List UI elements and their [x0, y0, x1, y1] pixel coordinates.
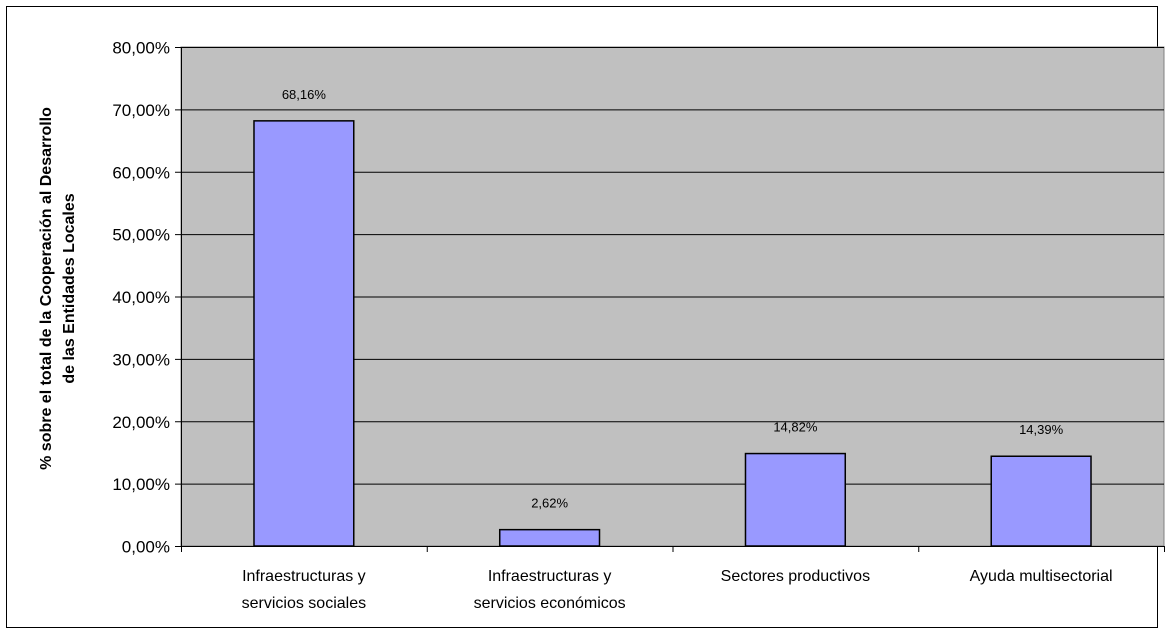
- data-label: 68,16%: [282, 87, 327, 102]
- y-tick-label: 20,00%: [112, 413, 170, 432]
- x-category-label: Ayuda multisectorial: [970, 568, 1113, 585]
- x-category-label: servicios económicos: [474, 595, 626, 612]
- y-tick-label: 70,00%: [112, 101, 170, 120]
- bar: [745, 454, 845, 546]
- bar: [254, 121, 354, 546]
- x-category-label: Infraestructuras y: [242, 568, 366, 585]
- bar: [991, 456, 1091, 546]
- y-tick-label: 30,00%: [112, 350, 170, 369]
- x-category-label: servicios sociales: [242, 595, 366, 612]
- x-axis: Infraestructuras y servicios sociales Infr…: [181, 546, 1165, 612]
- y-tick-label: 0,00%: [122, 538, 170, 557]
- y-axis-title-line: de las Entidades Locales: [61, 193, 78, 383]
- data-label: 14,39%: [1019, 422, 1064, 437]
- x-category-label: Sectores productivos: [721, 568, 870, 585]
- y-tick-label: 80,00%: [112, 39, 170, 58]
- y-tick-label: 60,00%: [112, 163, 170, 182]
- x-category-label: Infraestructuras y: [488, 568, 612, 585]
- data-label: 2,62%: [531, 496, 568, 511]
- y-tick-label: 10,00%: [112, 475, 170, 494]
- y-axis-title: % sobre el total de la Cooperación al De…: [38, 107, 78, 470]
- y-axis: 0,00% 10,00% 20,00% 30,00% 40,00% 50,00% 60,00…: [112, 39, 181, 557]
- y-tick-label: 50,00%: [112, 226, 170, 245]
- y-tick-label: 40,00%: [112, 288, 170, 307]
- y-axis-title-line: % sobre el total de la Cooperación al De…: [38, 107, 55, 470]
- data-label: 14,82%: [773, 420, 818, 435]
- bar: [500, 530, 600, 546]
